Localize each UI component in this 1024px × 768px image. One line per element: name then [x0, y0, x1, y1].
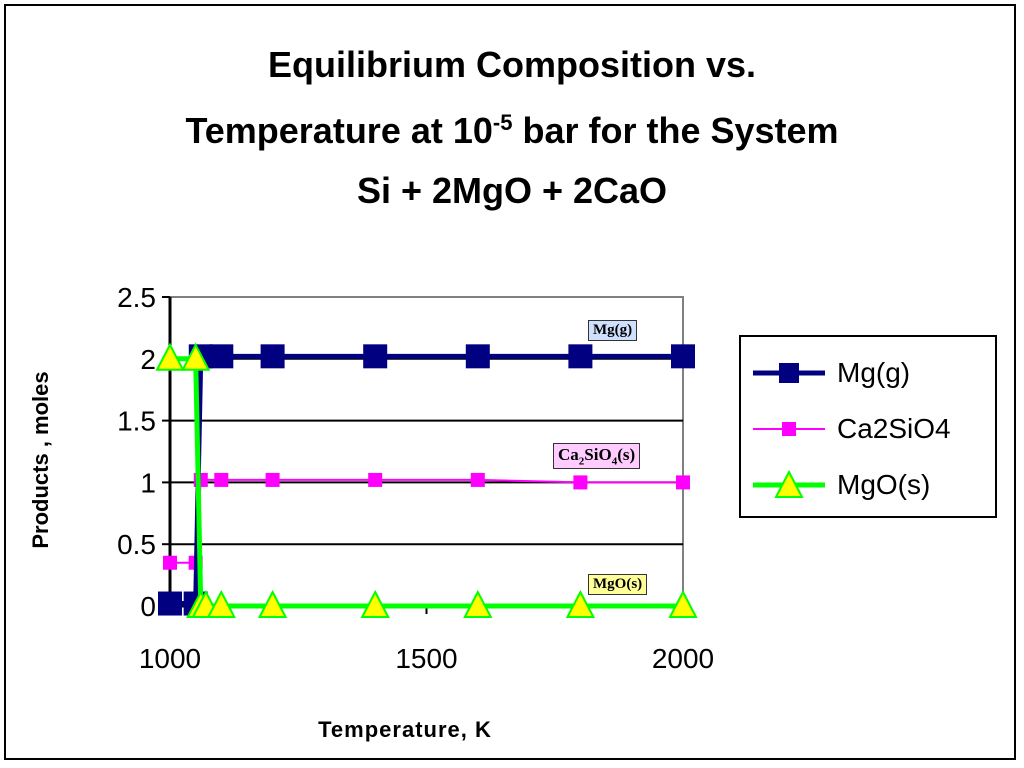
legend-marker-square-icon [753, 422, 825, 436]
y-tick-label: 0.5 [117, 529, 156, 560]
series-2 [155, 342, 698, 618]
data-point [568, 344, 593, 369]
legend-marker-triangle-icon [753, 470, 825, 498]
x-tick-label: 1000 [139, 643, 201, 674]
data-point [463, 589, 493, 618]
legend-label: Ca2SiO4 [837, 413, 951, 444]
data-point [206, 589, 236, 618]
y-axis-label: Products , moles [28, 371, 53, 548]
x-axis-label: Temperature, K [318, 717, 492, 742]
data-point [470, 472, 485, 487]
data-point [163, 555, 177, 570]
annotation-mgo: MgO(s) [588, 574, 648, 595]
data-point [155, 342, 185, 371]
x-tick-label: 2000 [652, 643, 714, 674]
data-point [257, 589, 288, 618]
data-point [565, 589, 596, 618]
legend-item-ca2sio4: Ca2SiO4 [749, 409, 951, 449]
chart-title-line3: Si + 2MgO + 2CaO [356, 170, 668, 211]
data-point [260, 344, 285, 369]
data-point [363, 344, 388, 369]
legend-item-mgo: MgO(s) [749, 465, 930, 505]
data-point [671, 344, 695, 369]
data-point [573, 475, 588, 490]
series-line [170, 478, 683, 564]
data-point [360, 589, 390, 618]
y-tick-label: 2.5 [117, 282, 156, 313]
slide-frame [4, 4, 1016, 760]
legend-label: Mg(g) [837, 357, 911, 388]
data-point [465, 344, 490, 369]
legend-marker-square-icon [753, 363, 825, 383]
series-1 [163, 472, 690, 570]
data-point [158, 591, 182, 616]
data-point [368, 472, 383, 487]
chart-title-line1: Equilibrium Composition vs. [267, 44, 757, 85]
legend: Mg(g) Ca2SiO4 MgO(s) [739, 335, 997, 518]
data-point [209, 344, 234, 369]
chart-title-line2: Temperature at 10-5 bar for the System [185, 110, 839, 151]
y-tick-label: 2 [140, 344, 156, 375]
annotation-ca2sio4: Ca2SiO4(s) [553, 443, 641, 470]
y-tick-label: 0 [140, 591, 156, 622]
y-tick-label: 1 [140, 467, 156, 498]
data-point [668, 589, 698, 618]
data-point [214, 472, 229, 487]
annotation-mg: Mg(g) [588, 320, 638, 341]
legend-item-mg: Mg(g) [749, 353, 910, 393]
series-line [170, 356, 683, 609]
legend-label: MgO(s) [837, 469, 931, 500]
y-tick-label: 1.5 [117, 406, 156, 437]
data-point [265, 472, 280, 487]
data-point [181, 342, 211, 371]
x-tick-label: 1500 [395, 643, 457, 674]
data-point [676, 475, 690, 490]
